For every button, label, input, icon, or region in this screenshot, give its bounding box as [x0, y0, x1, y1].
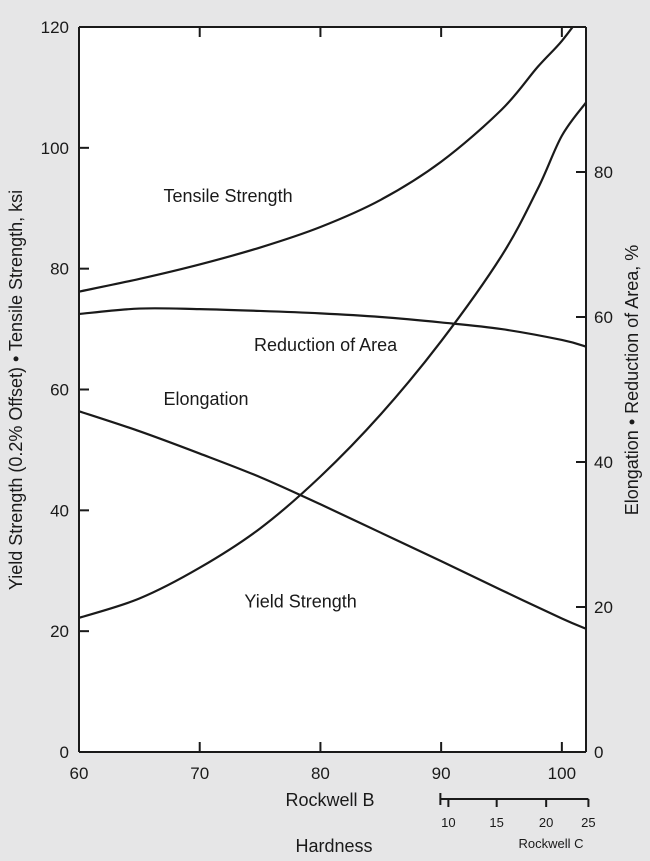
plot-area: [79, 27, 586, 752]
x-tick-label: 90: [432, 764, 451, 783]
reduction-of-area-label: Reduction of Area: [254, 335, 398, 355]
rockwell-c-tick-label: 25: [581, 815, 595, 830]
elongation-curve: [79, 410, 586, 630]
yield-strength-label: Yield Strength: [244, 592, 356, 612]
reduction-of-area-curve: [79, 307, 586, 348]
right-y-tick-label: 40: [594, 453, 613, 472]
left-y-tick-label: 60: [50, 381, 69, 400]
left-y-tick-label: 100: [41, 139, 69, 158]
yield-strength-curve: [79, 101, 586, 619]
right-y-tick-label: 0: [594, 743, 603, 762]
left-y-tick-label: 0: [60, 743, 69, 762]
x-tick-label: 80: [311, 764, 330, 783]
left-y-axis-title: Yield Strength (0.2% Offset) • Tensile S…: [6, 190, 26, 590]
elongation-label: Elongation: [164, 389, 249, 409]
tensile-strength-curve: [79, 27, 575, 293]
x-tick-label: 100: [548, 764, 576, 783]
labels-layer: Rockwell B Hardness Yield Strength (0.2% O…: [6, 186, 642, 856]
right-y-tick-label: 20: [594, 598, 613, 617]
tensile-strength-label: Tensile Strength: [164, 186, 293, 206]
right-y-tick-label: 60: [594, 308, 613, 327]
x-axis-title: Rockwell B: [285, 790, 374, 810]
x-tick-label: 70: [190, 764, 209, 783]
left-y-tick-label: 80: [50, 260, 69, 279]
axes-layer: 0 20 40 60 80 100 120 0 20 40 60 80 60 70 80 90 100 10 15 2…: [41, 18, 613, 851]
curves-layer: [79, 27, 586, 630]
x-tick-label: 60: [70, 764, 89, 783]
rockwell-c-tick-label: 10: [441, 815, 455, 830]
rockwell-c-label: Rockwell C: [518, 836, 583, 851]
right-y-axis-title: Elongation • Reduction of Area, %: [622, 245, 642, 515]
left-y-tick-label: 40: [50, 501, 69, 520]
right-y-tick-label: 80: [594, 163, 613, 182]
rockwell-c-tick-label: 20: [539, 815, 553, 830]
left-y-tick-label: 120: [41, 18, 69, 37]
hardness-label: Hardness: [295, 836, 372, 856]
left-y-tick-label: 20: [50, 622, 69, 641]
rockwell-c-tick-label: 15: [489, 815, 503, 830]
